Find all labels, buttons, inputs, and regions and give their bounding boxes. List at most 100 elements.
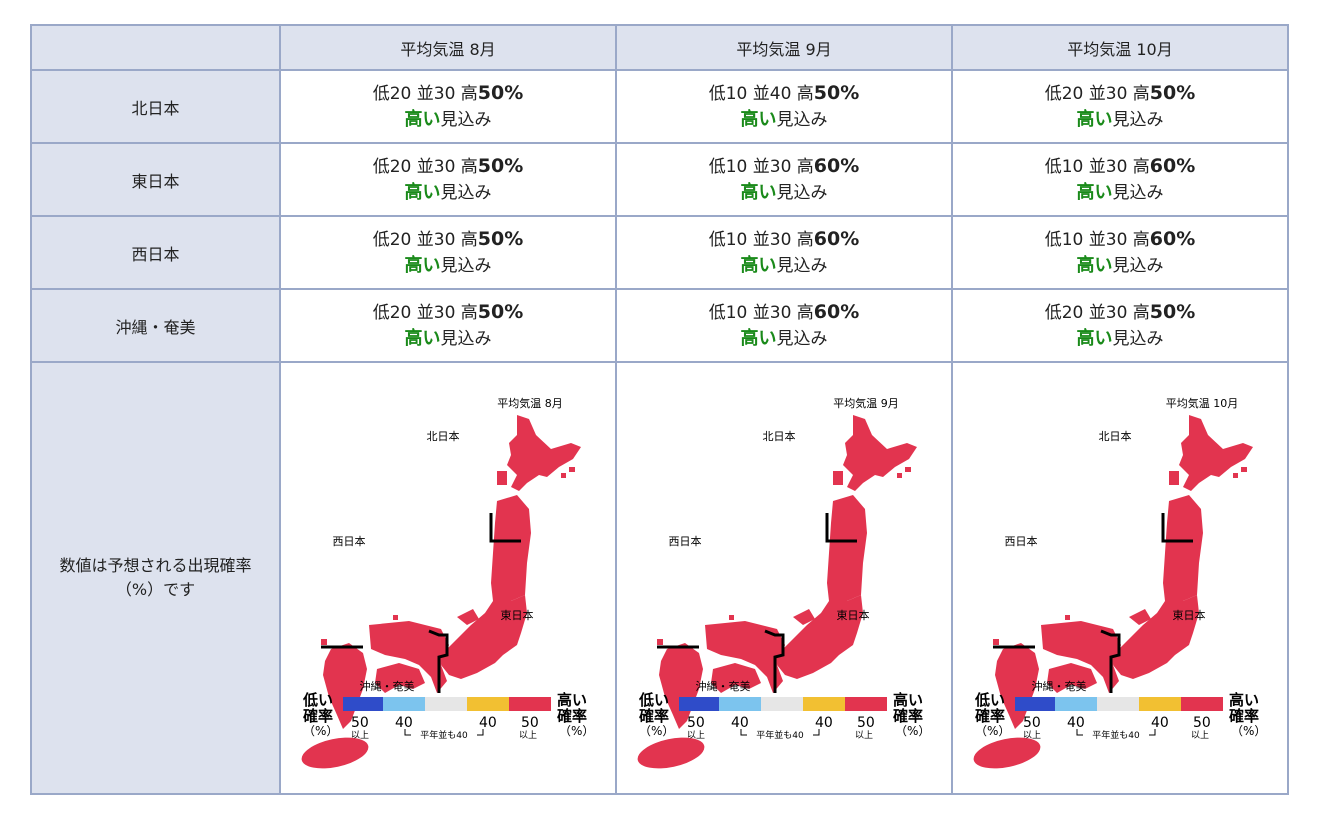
legend-swatch-high40 bbox=[467, 697, 509, 711]
low-prob: 低20 bbox=[372, 229, 412, 250]
legend-high-label: 高い bbox=[1229, 691, 1259, 709]
probability-line: 低10 並30 高60% bbox=[953, 154, 1287, 180]
legend-ijou-low: 以上 bbox=[1023, 730, 1041, 741]
legend-low-label: 低い bbox=[302, 691, 333, 709]
legend-low-unit: （%） bbox=[639, 724, 674, 738]
verdict-line: 高い見込み bbox=[281, 253, 615, 279]
high-prob-value: 60% bbox=[813, 227, 860, 250]
japan-map: 平均気温 9月 北日本 西日本 東日本 沖縄・奄美 低い 確率 （%） 高い 確… bbox=[637, 396, 930, 769]
map-aug: 平均気温 8月 北日本 西日本 東日本 沖縄・奄美 低い 確率 （%） 高い 確… bbox=[279, 361, 617, 795]
central-honshu-shape bbox=[777, 595, 863, 679]
legend-swatch-normal bbox=[425, 697, 467, 711]
verdict-emphasis: 高い bbox=[404, 181, 441, 203]
verdict-emphasis: 高い bbox=[404, 327, 441, 349]
western-honshu-shape bbox=[1041, 621, 1121, 693]
legend-high-prob-label: 確率 bbox=[892, 707, 923, 725]
high-prob-prefix: 高 bbox=[796, 302, 814, 323]
high-prob-value: 50% bbox=[813, 81, 860, 104]
legend-high-unit: （%） bbox=[559, 724, 594, 738]
verdict-emphasis: 高い bbox=[404, 108, 441, 130]
high-prob-prefix: 高 bbox=[460, 83, 478, 104]
probability-cell: 低20 並30 高50% 高い見込み bbox=[279, 288, 617, 363]
probability-line: 低20 並30 高50% bbox=[953, 300, 1287, 326]
legend-high-label: 高い bbox=[557, 691, 587, 709]
legend-low-prob-label: 確率 bbox=[638, 707, 669, 725]
probability-cell: 低10 並30 高60% 高い見込み bbox=[951, 215, 1289, 290]
verdict-emphasis: 高い bbox=[1076, 254, 1113, 276]
probability-line: 低10 並40 高50% bbox=[617, 81, 951, 107]
label-okinawa-amami: 沖縄・奄美 bbox=[696, 679, 751, 693]
okinawa-shape bbox=[973, 737, 1041, 769]
boundary-east-west bbox=[764, 629, 785, 693]
verdict-emphasis: 高い bbox=[1076, 108, 1113, 130]
probability-cell: 低20 並30 高50% 高い見込み bbox=[279, 142, 617, 217]
boundary-north-east bbox=[1161, 513, 1193, 543]
map-title: 平均気温 9月 bbox=[833, 396, 899, 410]
probability-line: 低20 並30 高50% bbox=[281, 227, 615, 253]
legend-ijou-high: 以上 bbox=[519, 730, 537, 741]
label-east-japan: 東日本 bbox=[837, 608, 870, 622]
legend-high-label: 高い bbox=[893, 691, 923, 709]
legend-swatch-normal bbox=[761, 697, 803, 711]
high-prob-prefix: 高 bbox=[1132, 229, 1150, 250]
label-west-japan: 西日本 bbox=[333, 534, 366, 548]
verdict-line: 高い見込み bbox=[281, 180, 615, 206]
legend-ijou-high: 以上 bbox=[1191, 730, 1209, 741]
normal-prob: 並30 bbox=[1088, 302, 1128, 323]
tohoku-shape bbox=[491, 495, 531, 601]
legend-swatch-low50 bbox=[1015, 697, 1055, 711]
label-north-japan: 北日本 bbox=[427, 429, 460, 443]
legend-ijou-low: 以上 bbox=[351, 730, 369, 741]
label-okinawa-amami: 沖縄・奄美 bbox=[1032, 679, 1087, 693]
probability-cell: 低20 並30 高50% 高い見込み bbox=[279, 69, 617, 144]
label-east-japan: 東日本 bbox=[1173, 608, 1206, 622]
high-prob-prefix: 高 bbox=[1132, 302, 1150, 323]
probability-cell: 低20 並30 高50% 高い見込み bbox=[951, 288, 1289, 363]
region-label: 東日本 bbox=[30, 142, 281, 217]
legend-swatch-low50 bbox=[679, 697, 719, 711]
legend-high-prob-label: 確率 bbox=[556, 707, 587, 725]
boundary-north-east bbox=[489, 513, 521, 543]
verdict-rest: 見込み bbox=[1112, 255, 1164, 276]
normal-prob: 並30 bbox=[416, 302, 456, 323]
legend: 低い 確率 （%） 高い 確率 （%） 50 以上 40 40 50 以上 平年… bbox=[302, 691, 594, 741]
high-prob-prefix: 高 bbox=[796, 156, 814, 177]
legend-tick-40-low: 40 bbox=[731, 715, 749, 731]
legend-swatch-high50 bbox=[509, 697, 551, 711]
low-prob: 低20 bbox=[1044, 83, 1084, 104]
legend-swatch-high50 bbox=[845, 697, 887, 711]
legend-tick-50-low: 50 bbox=[1023, 715, 1041, 731]
map-row: 数値は予想される出現確率 （%）です 平均気温 8月 北日本 西日本 東日本 沖… bbox=[30, 361, 1289, 795]
verdict-rest: 見込み bbox=[440, 328, 492, 349]
low-prob: 低10 bbox=[708, 83, 748, 104]
low-prob: 低10 bbox=[1044, 156, 1084, 177]
hokkaido-shape bbox=[1179, 415, 1253, 491]
legend-tick-50-high: 50 bbox=[857, 715, 875, 731]
legend-high-unit: （%） bbox=[1231, 724, 1266, 738]
legend-high-unit: （%） bbox=[895, 724, 930, 738]
label-okinawa-amami: 沖縄・奄美 bbox=[360, 679, 415, 693]
verdict-rest: 見込み bbox=[1112, 328, 1164, 349]
label-west-japan: 西日本 bbox=[1005, 534, 1038, 548]
hokkaido-shape bbox=[507, 415, 581, 491]
shikoku-shape bbox=[711, 663, 761, 693]
probability-cell: 低10 並40 高50% 高い見込み bbox=[615, 69, 953, 144]
verdict-emphasis: 高い bbox=[740, 327, 777, 349]
legend-swatch-high40 bbox=[1139, 697, 1181, 711]
legend-low-label: 低い bbox=[638, 691, 669, 709]
legend-low-unit: （%） bbox=[975, 724, 1010, 738]
legend-swatch-high50 bbox=[1181, 697, 1223, 711]
legend-normal-note: 平年並も40 bbox=[420, 729, 468, 741]
map-oct: 平均気温 10月 北日本 西日本 東日本 沖縄・奄美 低い 確率 （%） 高い … bbox=[951, 361, 1289, 795]
legend-tick-40-low: 40 bbox=[1067, 715, 1085, 731]
high-prob-value: 50% bbox=[477, 81, 524, 104]
legend-tick-40-high: 40 bbox=[1151, 715, 1169, 731]
boundary-north-east bbox=[825, 513, 857, 543]
high-prob-prefix: 高 bbox=[796, 229, 814, 250]
low-prob: 低10 bbox=[708, 302, 748, 323]
normal-prob: 並30 bbox=[752, 302, 792, 323]
map-title: 平均気温 8月 bbox=[497, 396, 563, 410]
okinawa-shape bbox=[637, 737, 705, 769]
shikoku-shape bbox=[375, 663, 425, 693]
region-label: 北日本 bbox=[30, 69, 281, 144]
